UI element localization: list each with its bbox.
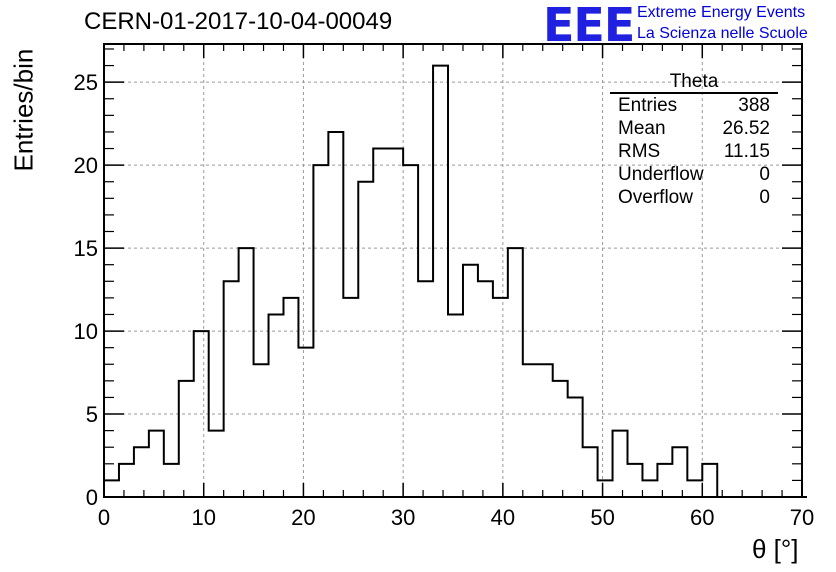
stats-row-mean: Mean 26.52 [610, 117, 778, 140]
x-tick-label: 60 [690, 505, 714, 530]
stats-label: Mean [618, 118, 666, 139]
tick-labels: 0 10 20 30 40 50 60 70 0 5 10 15 20 25 [74, 70, 815, 530]
x-axis-label: θ [°] [752, 534, 799, 564]
stats-value: 0 [759, 187, 770, 208]
stats-box: Theta Entries 388 Mean 26.52 RMS 11.15 U… [610, 72, 778, 209]
stats-value: 11.15 [723, 141, 770, 162]
grid-lines [104, 44, 802, 497]
stats-value: 388 [738, 95, 770, 116]
y-tick-label: 0 [86, 485, 98, 510]
plot-frame [103, 43, 803, 498]
stats-label: Entries [618, 95, 678, 116]
y-tick-label: 10 [74, 319, 98, 344]
stats-row-underflow: Underflow 0 [610, 163, 778, 186]
stats-row-overflow: Overflow 0 [610, 186, 778, 209]
chart-title: CERN-01-2017-10-04-00049 [84, 8, 393, 35]
x-tick-label: 30 [391, 505, 415, 530]
stats-label: Overflow [618, 187, 693, 208]
x-tick-label: 40 [491, 505, 515, 530]
stats-value: 26.52 [722, 118, 770, 139]
histogram-step-line [104, 64, 807, 498]
y-tick-label: 25 [74, 70, 98, 95]
x-tick-label: 20 [291, 505, 315, 530]
y-tick-label: 20 [74, 153, 98, 178]
stats-value: 0 [759, 164, 770, 185]
stats-row-rms: RMS 11.15 [610, 140, 778, 163]
stats-label: Underflow [618, 164, 704, 185]
x-tick-label: 50 [590, 505, 614, 530]
x-tick-label: 10 [191, 505, 215, 530]
eee-logo: EEE [543, 0, 635, 52]
stats-row-entries: Entries 388 [610, 94, 778, 117]
y-tick-label: 15 [74, 236, 98, 261]
stats-label: RMS [618, 141, 661, 162]
y-axis-label: Entries/bin [8, 48, 39, 172]
y-tick-label: 5 [86, 402, 98, 427]
logo-subtitle-2: La Scienza nelle Scuole [637, 25, 808, 42]
x-tick-label: 70 [790, 505, 814, 530]
stats-title: Theta [610, 72, 778, 94]
logo-subtitle-1: Extreme Energy Events [637, 4, 806, 21]
x-tick-label: 0 [98, 505, 110, 530]
